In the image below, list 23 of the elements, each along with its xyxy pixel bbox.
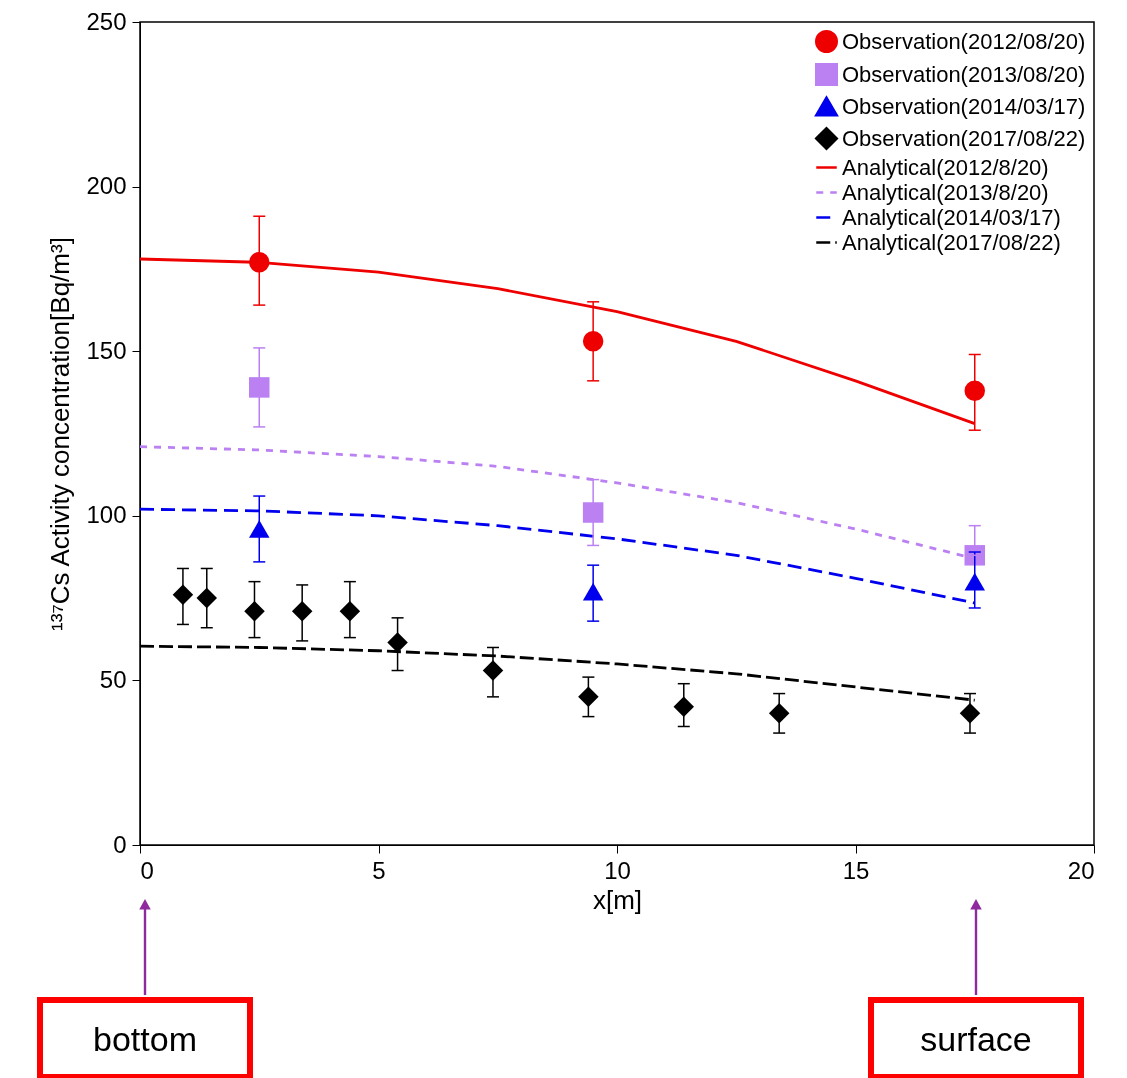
y-tick-label: 200 bbox=[86, 172, 127, 200]
legend-label: Analytical(2013/8/20) bbox=[842, 179, 1049, 205]
x-tick-label: 5 bbox=[372, 856, 386, 884]
x-tick-label: 10 bbox=[604, 856, 631, 884]
legend-label: Analytical(2012/8/20) bbox=[842, 154, 1049, 180]
y-tick-label: 150 bbox=[86, 336, 127, 364]
x-tick-label: 20 bbox=[1067, 856, 1095, 884]
x-tick-label: 15 bbox=[842, 856, 870, 884]
legend-label: Observation(2013/08/20) bbox=[842, 61, 1086, 87]
y-tick-label: 50 bbox=[99, 665, 127, 693]
text: bottom bbox=[93, 1020, 197, 1058]
legend-label: Observation(2012/08/20) bbox=[842, 28, 1086, 54]
legend-label: Analytical(2014/03/17) bbox=[842, 204, 1061, 230]
y-axis-title: ¹³⁷Cs Activity concentration[Bq/m³] bbox=[45, 237, 76, 631]
legend-label: Observation(2014/03/17) bbox=[842, 93, 1086, 119]
text: surface bbox=[920, 1020, 1032, 1058]
y-tick-label: 100 bbox=[86, 501, 127, 529]
y-tick-label: 250 bbox=[86, 7, 127, 35]
legend-label: Observation(2017/08/22) bbox=[842, 125, 1086, 151]
legend-label: Analytical(2017/08/22) bbox=[842, 229, 1061, 255]
x-axis-title: x[m] bbox=[592, 884, 643, 915]
x-tick-label: 0 bbox=[140, 856, 154, 884]
y-tick-label: 0 bbox=[113, 830, 127, 858]
